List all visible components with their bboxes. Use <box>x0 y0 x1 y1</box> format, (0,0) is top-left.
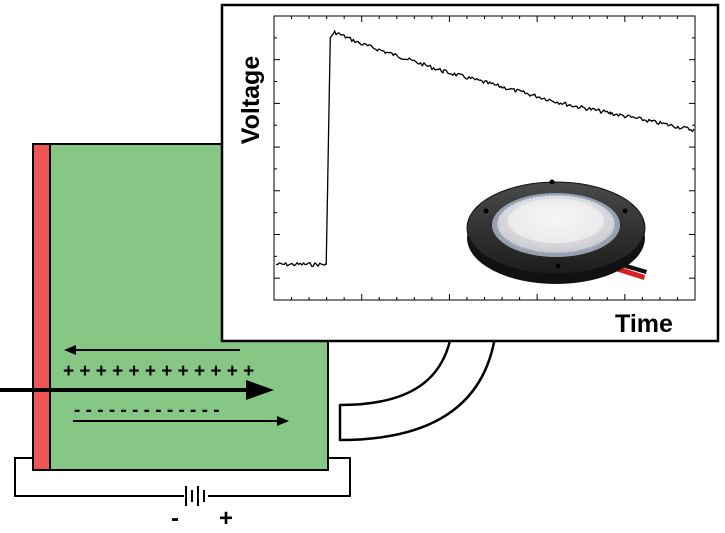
main-incident-arrow <box>0 380 274 400</box>
x-axis-label: Time <box>615 310 673 338</box>
axis-ticks <box>273 15 696 301</box>
positive-charges: + + + + + + + + + + + + <box>63 361 254 382</box>
top-leftward-arrow <box>64 345 240 355</box>
voltage-trace <box>275 30 695 267</box>
negative-charges: - - - - - - - - - - - - - <box>74 400 220 421</box>
electrode-strip <box>32 143 51 471</box>
battery-positive-label: + <box>219 505 233 532</box>
y-axis-label: Voltage <box>237 56 265 145</box>
battery-negative-label: - <box>171 505 179 532</box>
circuit-wire <box>14 457 351 497</box>
piezo-disc <box>466 179 647 284</box>
battery-symbol <box>185 486 205 506</box>
oscilloscope-panel <box>220 3 720 343</box>
bottom-rightward-arrow <box>73 416 289 426</box>
